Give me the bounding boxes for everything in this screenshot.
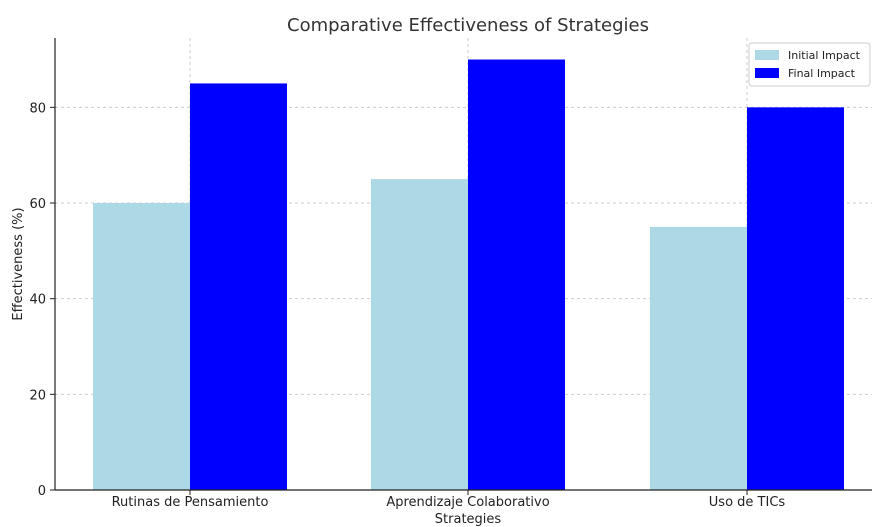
legend-label: Final Impact [788,67,856,80]
legend-swatch [755,50,779,60]
legend: Initial Impact Final Impact [748,42,871,87]
bar-final-0 [190,83,287,491]
bar-initial-2 [650,226,747,490]
bars [93,59,844,491]
x-tick-label: Uso de TICs [709,495,786,510]
x-tick-label: Rutinas de Pensamiento [112,495,269,510]
legend-box [748,42,871,87]
legend-label: Initial Impact [788,49,861,62]
bar-final-1 [468,59,565,491]
y-ticks: 0 20 40 60 80 [29,101,55,499]
chart-title: Comparative Effectiveness of Strategies [287,15,649,36]
y-tick-label: 20 [29,388,46,403]
legend-swatch [755,68,779,78]
y-tick-label: 40 [29,293,46,308]
bar-final-2 [747,107,844,491]
x-ticks: Rutinas de Pensamiento Aprendizaje Colabo… [112,490,786,510]
y-axis-label: Effectiveness (%) [11,207,26,320]
bar-initial-0 [93,203,190,490]
x-tick-label: Aprendizaje Colaborativo [386,495,549,510]
axes [54,38,872,491]
y-tick-label: 60 [29,197,46,212]
x-axis-label: Strategies [435,512,502,527]
y-tick-label: 80 [29,101,46,116]
y-tick-label: 0 [38,484,46,499]
bar-initial-1 [371,179,468,490]
